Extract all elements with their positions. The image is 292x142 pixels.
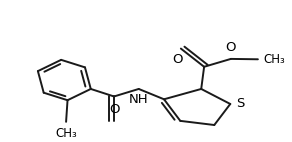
Text: O: O — [226, 41, 236, 54]
Text: NH: NH — [129, 93, 149, 106]
Text: S: S — [236, 97, 244, 110]
Text: CH₃: CH₃ — [55, 127, 77, 139]
Text: O: O — [109, 103, 119, 116]
Text: O: O — [173, 53, 183, 66]
Text: CH₃: CH₃ — [263, 53, 285, 66]
